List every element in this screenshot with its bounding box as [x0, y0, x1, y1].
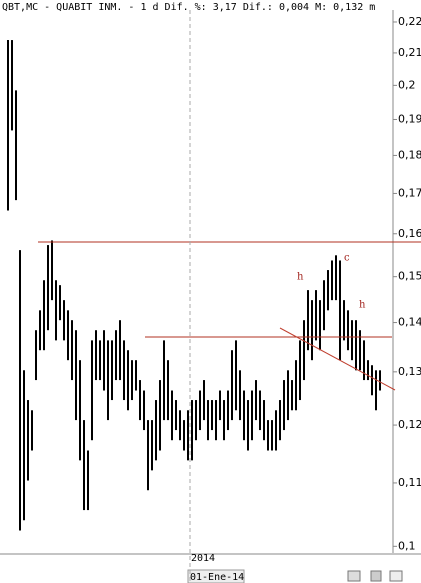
- save-icon[interactable]: [370, 570, 382, 582]
- y-tick-label: 0,14: [398, 316, 421, 329]
- y-tick-label: 0,11: [398, 476, 421, 489]
- trend-line: [279, 327, 396, 391]
- y-tick-label: 0,2: [398, 78, 416, 91]
- y-tick-label: 0,21: [398, 46, 421, 59]
- pattern-annotation: c: [344, 253, 350, 264]
- x-tick-label: 2014: [191, 553, 215, 564]
- y-tick-label: 0,13: [398, 365, 421, 378]
- y-tick-label: 0,12: [398, 418, 421, 431]
- y-tick-label: 0,22: [398, 15, 421, 28]
- cursor-label: 01-Ene-14: [190, 572, 244, 583]
- y-tick-label: 0,19: [398, 112, 421, 125]
- y-tick-label: 0,18: [398, 148, 421, 161]
- y-tick-label: 0,16: [398, 227, 421, 240]
- tool-icon[interactable]: [347, 570, 361, 582]
- y-tick-label: 0,15: [398, 270, 421, 283]
- y-tick-label: 0,1: [398, 539, 416, 552]
- pattern-annotation: h: [359, 300, 366, 311]
- chart-title: QBT,MC - QUABIT INM. - 1 d Dif. %: 3,17 …: [2, 2, 375, 13]
- y-tick-label: 0,17: [398, 186, 421, 199]
- cursor-box: [187, 569, 245, 583]
- plot: [7, 40, 381, 531]
- pattern-annotation: h: [297, 272, 304, 283]
- pin-icon[interactable]: [389, 570, 403, 582]
